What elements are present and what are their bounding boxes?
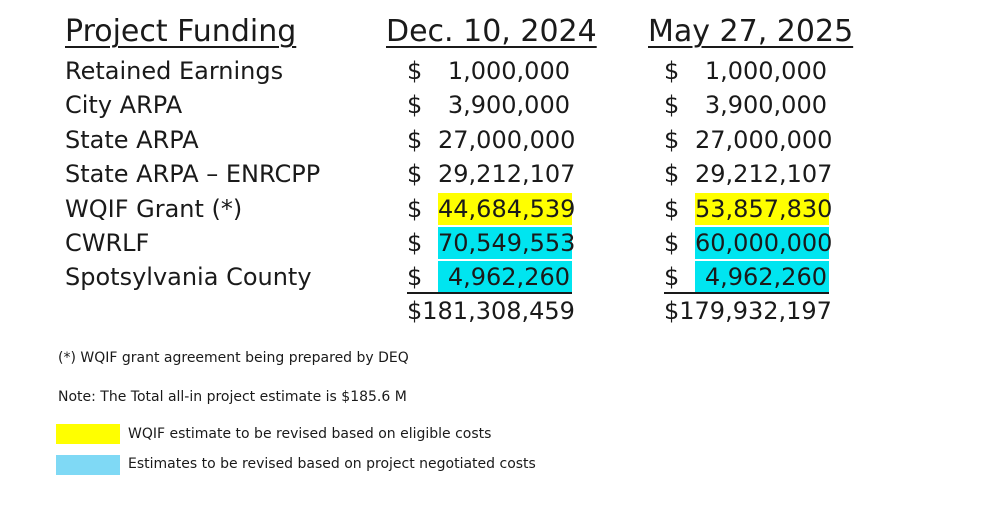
currency-symbol: $ bbox=[407, 91, 423, 120]
amount-may: 60,000,000 bbox=[695, 227, 833, 259]
legend-text-cyan: Estimates to be revised based on project… bbox=[128, 456, 536, 472]
funding-row: WQIF Grant (*) $44,684,539 $53,857,830 bbox=[0, 192, 997, 226]
table-header-label: Project Funding bbox=[65, 14, 297, 49]
funding-row: Spotsylvania County $4,962,260 $4,962,260 bbox=[0, 260, 997, 294]
amount-may: 4,962,260 bbox=[695, 261, 829, 294]
funding-source-label: Retained Earnings bbox=[65, 57, 284, 85]
currency-symbol: $ bbox=[664, 91, 680, 120]
amount-dec: 27,000,000 bbox=[438, 125, 576, 154]
currency-symbol: $ bbox=[664, 125, 680, 154]
currency-symbol: $ bbox=[407, 194, 423, 223]
legend-swatch-yellow bbox=[56, 424, 120, 444]
amount-may: 29,212,107 bbox=[695, 160, 833, 189]
footnote: (*) WQIF grant agreement being prepared … bbox=[58, 350, 409, 366]
currency-symbol: $ bbox=[407, 263, 423, 292]
amount-dec: 1,000,000 bbox=[447, 57, 570, 85]
sum-underline-dec bbox=[407, 292, 572, 294]
currency-symbol: $ bbox=[407, 229, 423, 257]
funding-source-label: Spotsylvania County bbox=[65, 263, 312, 292]
currency-symbol: $ bbox=[407, 57, 423, 85]
funding-source-label: CWRLF bbox=[65, 229, 150, 257]
funding-row: CWRLF $70,549,553 $60,000,000 bbox=[0, 226, 997, 260]
currency-symbol: $ bbox=[664, 160, 680, 189]
currency-symbol: $ bbox=[407, 125, 423, 154]
sum-underline-may bbox=[664, 292, 829, 294]
currency-symbol: $ bbox=[407, 160, 423, 189]
funding-row: State ARPA – ENRCPP $29,212,107 $29,212,10… bbox=[0, 157, 997, 191]
currency-symbol: $ bbox=[664, 263, 680, 292]
total-dec-2024: $181,308,459 bbox=[407, 297, 575, 325]
funding-source-label: City ARPA bbox=[65, 91, 183, 120]
amount-may: 1,000,000 bbox=[704, 57, 827, 85]
amount-dec: 4,962,260 bbox=[438, 261, 572, 294]
funding-row: Retained Earnings $1,000,000 $1,000,000 bbox=[0, 54, 997, 88]
amount-dec: 70,549,553 bbox=[438, 227, 576, 259]
funding-source-label: WQIF Grant (*) bbox=[65, 194, 243, 223]
currency-symbol: $ bbox=[664, 229, 680, 257]
funding-source-label: State ARPA bbox=[65, 125, 199, 154]
legend-swatch-cyan bbox=[56, 455, 120, 475]
funding-row: City ARPA $3,900,000 $3,900,000 bbox=[0, 88, 997, 122]
funding-row: State ARPA $27,000,000 $27,000,000 bbox=[0, 123, 997, 157]
amount-dec: 29,212,107 bbox=[438, 160, 576, 189]
column-header-dec-2024: Dec. 10, 2024 bbox=[386, 14, 597, 49]
legend-text-yellow: WQIF estimate to be revised based on eli… bbox=[128, 426, 492, 442]
currency-symbol: $ bbox=[664, 194, 680, 223]
amount-may: 3,900,000 bbox=[704, 91, 827, 120]
amount-may: 27,000,000 bbox=[695, 125, 833, 154]
currency-symbol: $ bbox=[664, 57, 680, 85]
amount-dec: 44,684,539 bbox=[438, 192, 576, 225]
funding-source-label: State ARPA – ENRCPP bbox=[65, 160, 321, 189]
column-header-may-2025: May 27, 2025 bbox=[648, 14, 854, 49]
amount-dec: 3,900,000 bbox=[447, 91, 570, 120]
total-may-2025: $179,932,197 bbox=[664, 297, 832, 325]
estimate-note: Note: The Total all-in project estimate … bbox=[58, 389, 407, 405]
amount-may: 53,857,830 bbox=[695, 192, 833, 225]
